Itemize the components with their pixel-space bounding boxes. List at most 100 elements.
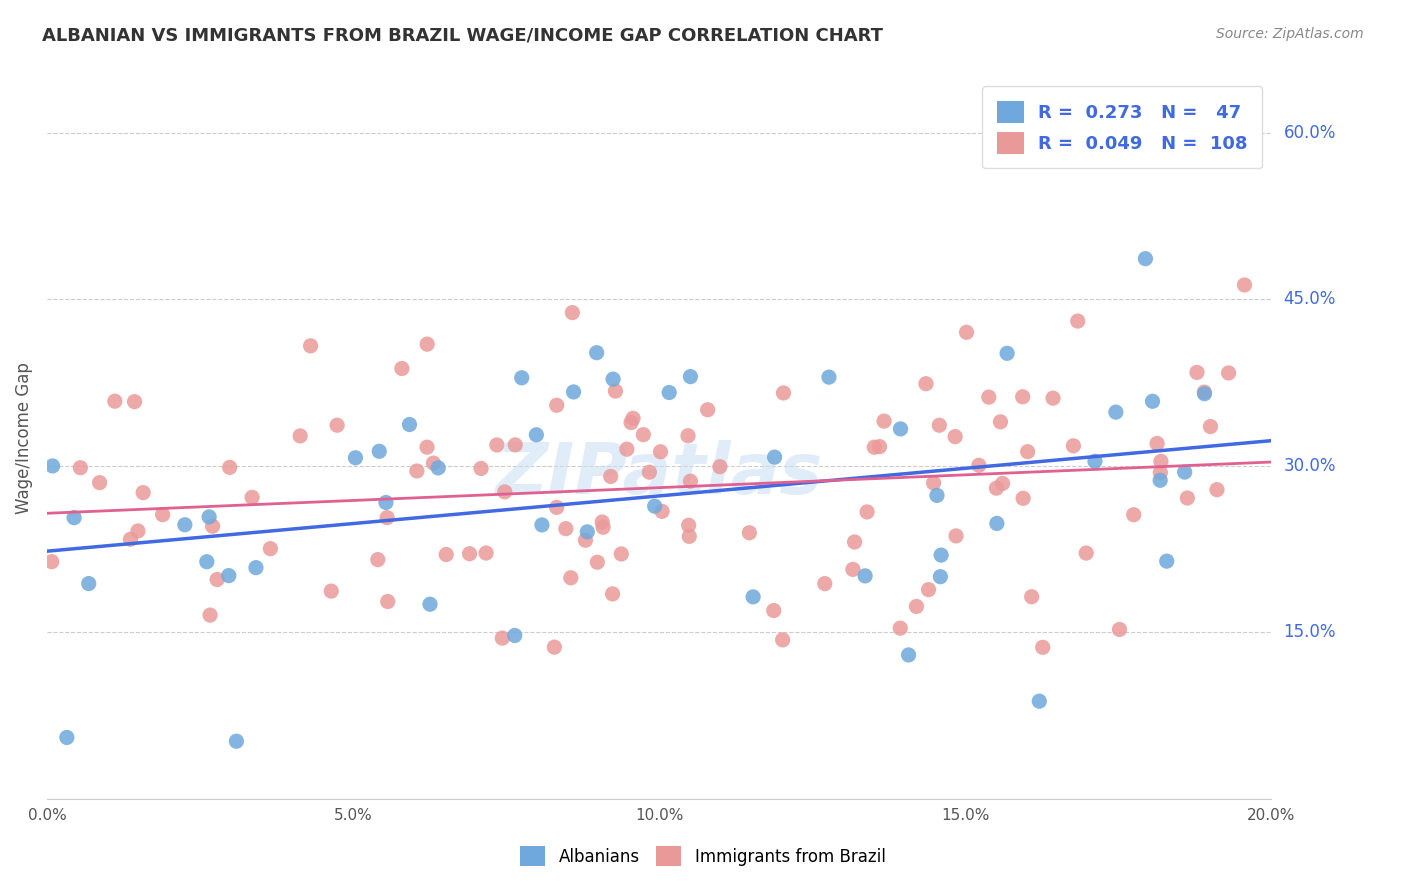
Point (1011, 390, 1033, 404)
Point (510, 371, 533, 385)
Point (922, 475, 945, 490)
Point (470, 461, 492, 475)
Point (152, 508, 174, 522)
Point (772, 632, 794, 647)
Point (814, 576, 837, 591)
Point (201, 519, 224, 533)
Point (679, 369, 702, 384)
Point (889, 422, 911, 436)
Point (475, 546, 498, 560)
Point (321, 584, 343, 599)
Point (1105, 405, 1128, 419)
Point (1233, 277, 1256, 292)
Point (205, 573, 228, 587)
Text: 15.0%: 15.0% (1284, 624, 1336, 641)
Text: Source: ZipAtlas.com: Source: ZipAtlas.com (1216, 27, 1364, 41)
Point (1149, 466, 1171, 480)
Point (124, 394, 146, 409)
Point (1194, 386, 1216, 401)
Point (955, 326, 977, 340)
Point (398, 417, 420, 432)
Point (240, 491, 263, 505)
Point (104, 394, 127, 409)
Point (576, 524, 599, 539)
Point (905, 599, 928, 614)
Point (546, 500, 568, 515)
Point (585, 345, 607, 359)
Point (574, 533, 596, 548)
Point (374, 495, 396, 509)
Point (620, 416, 643, 430)
Point (416, 337, 439, 351)
Point (259, 541, 281, 556)
Point (943, 430, 966, 444)
Point (503, 628, 526, 642)
Point (772, 386, 794, 401)
Text: 30.0%: 30.0% (1284, 457, 1336, 475)
Point (69, 460, 91, 475)
Point (422, 456, 444, 470)
Point (990, 415, 1012, 429)
Point (1135, 252, 1157, 266)
Point (1218, 366, 1240, 380)
Point (679, 474, 702, 488)
Text: 60.0%: 60.0% (1284, 124, 1336, 142)
Point (605, 384, 627, 398)
Point (344, 450, 367, 465)
Point (928, 418, 950, 433)
Point (458, 547, 481, 561)
Point (869, 440, 891, 454)
Point (1206, 483, 1229, 497)
Point (89, 475, 111, 490)
Point (586, 555, 609, 569)
Point (678, 529, 700, 543)
Point (616, 442, 638, 457)
Point (1199, 419, 1222, 434)
Point (560, 571, 582, 585)
Point (406, 464, 429, 478)
Point (1028, 694, 1050, 708)
Point (925, 488, 948, 502)
Point (225, 734, 247, 748)
Point (977, 390, 1000, 404)
Point (41, 555, 63, 569)
Point (658, 385, 681, 400)
Point (1076, 546, 1098, 560)
Point (929, 548, 952, 562)
Point (1174, 465, 1197, 479)
Point (986, 481, 1008, 495)
Point (1012, 491, 1035, 506)
Point (173, 517, 195, 532)
Point (638, 465, 661, 479)
Point (844, 535, 866, 549)
Point (1062, 439, 1084, 453)
Point (889, 621, 911, 635)
Point (218, 460, 240, 475)
Point (434, 548, 457, 562)
Point (377, 594, 399, 608)
Point (561, 305, 583, 319)
Point (367, 552, 389, 566)
Point (842, 562, 865, 576)
Point (198, 608, 221, 623)
Point (644, 499, 666, 513)
Point (491, 631, 513, 645)
Point (494, 484, 516, 499)
Point (503, 438, 526, 452)
Point (1185, 365, 1208, 379)
Point (602, 587, 624, 601)
Point (416, 440, 439, 454)
Point (1175, 491, 1198, 505)
Point (546, 398, 568, 412)
Point (132, 485, 155, 500)
Point (853, 569, 876, 583)
Point (991, 476, 1014, 491)
Point (1122, 508, 1144, 522)
Point (543, 640, 565, 654)
Point (818, 370, 841, 384)
Point (1108, 623, 1130, 637)
Point (77, 576, 100, 591)
Point (696, 402, 718, 417)
Point (326, 418, 349, 433)
Point (368, 444, 391, 458)
